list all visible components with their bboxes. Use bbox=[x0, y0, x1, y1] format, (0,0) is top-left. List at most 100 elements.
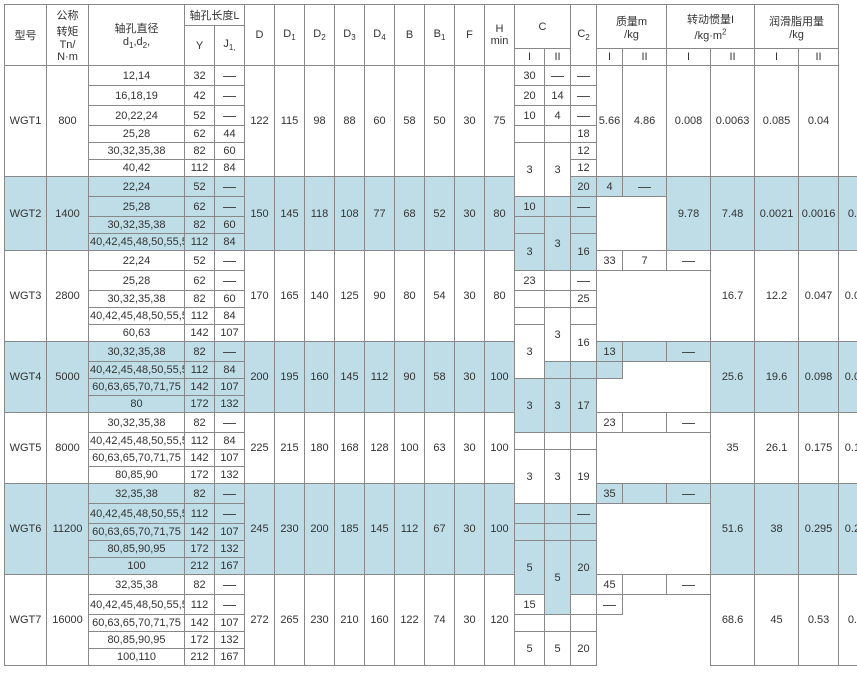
cell: 88 bbox=[335, 66, 365, 177]
cell: 200 bbox=[245, 342, 275, 413]
cell: 52 bbox=[185, 251, 215, 271]
cell: — bbox=[571, 271, 597, 291]
cell: WGT5 bbox=[5, 413, 47, 484]
table-row: WGT61120032,35,3882—24523020018514511267… bbox=[5, 484, 857, 504]
cell: 0.085 bbox=[755, 66, 799, 177]
cell: 40,42,45,48,50,55,56 bbox=[89, 595, 185, 615]
cell: 30 bbox=[455, 251, 485, 342]
cell: 172 bbox=[185, 632, 215, 649]
cell bbox=[545, 524, 571, 541]
cell: 26.1 bbox=[755, 413, 799, 484]
cell: 15 bbox=[515, 595, 545, 615]
cell: 9.78 bbox=[667, 177, 711, 251]
cell: 23 bbox=[597, 413, 623, 433]
cell: 62 bbox=[185, 197, 215, 217]
cell: 30,32,35,38 bbox=[89, 413, 185, 433]
cell bbox=[545, 291, 571, 308]
cell: 63 bbox=[425, 413, 455, 484]
cell: 20 bbox=[571, 177, 597, 197]
cell: 107 bbox=[215, 379, 245, 396]
cell: 145 bbox=[335, 342, 365, 413]
hdr-C-II: II bbox=[545, 49, 571, 66]
cell: 60 bbox=[215, 143, 245, 160]
cell: 0.0063 bbox=[711, 66, 755, 177]
cell bbox=[571, 308, 597, 325]
cell: 77 bbox=[365, 177, 395, 251]
spec-table: 型号 公称 转矩 Tn/ N·m 轴孔直径 d1,d2, 轴孔长度L D D1 … bbox=[4, 4, 857, 666]
cell bbox=[571, 615, 597, 632]
cell: 3 bbox=[545, 143, 571, 197]
cell: 98 bbox=[305, 66, 335, 177]
cell: 35 bbox=[711, 413, 755, 484]
hdr-D1: D1 bbox=[275, 5, 305, 66]
hdr-D3: D3 bbox=[335, 5, 365, 66]
cell: 80 bbox=[485, 177, 515, 251]
cell: 90 bbox=[365, 251, 395, 342]
cell: 108 bbox=[335, 177, 365, 251]
cell: 8000 bbox=[47, 413, 89, 484]
cell: 100 bbox=[89, 558, 185, 575]
cell: 20 bbox=[515, 86, 545, 106]
cell: 30 bbox=[455, 342, 485, 413]
cell: 38 bbox=[755, 484, 799, 575]
cell: 60 bbox=[365, 66, 395, 177]
cell: — bbox=[215, 413, 245, 433]
cell: — bbox=[667, 575, 711, 595]
cell: 82 bbox=[185, 143, 215, 160]
cell bbox=[515, 433, 545, 450]
cell: WGT1 bbox=[5, 66, 47, 177]
cell: 0.295 bbox=[799, 484, 839, 575]
cell: — bbox=[545, 66, 571, 86]
cell: 3 bbox=[545, 217, 571, 271]
table-row: WGT180012,1432—1221159888605850307530——5… bbox=[5, 66, 857, 86]
cell: — bbox=[667, 251, 711, 271]
cell: 40,42 bbox=[89, 160, 185, 177]
cell bbox=[515, 504, 545, 524]
cell bbox=[623, 484, 667, 504]
cell: 22,24 bbox=[89, 177, 185, 197]
cell: 82 bbox=[185, 291, 215, 308]
cell: 112 bbox=[365, 342, 395, 413]
cell: 25,28 bbox=[89, 126, 185, 143]
table-row: WGT71600032,35,3882—27226523021016012274… bbox=[5, 575, 857, 595]
cell bbox=[545, 271, 571, 291]
cell: 0.008 bbox=[667, 66, 711, 177]
cell: — bbox=[215, 504, 245, 524]
cell: 13 bbox=[597, 342, 623, 362]
cell: 82 bbox=[185, 413, 215, 433]
cell: 84 bbox=[215, 308, 245, 325]
cell: 142 bbox=[185, 615, 215, 632]
cell: 120 bbox=[485, 575, 515, 666]
cell: 52 bbox=[185, 177, 215, 197]
cell: 3 bbox=[515, 234, 545, 271]
cell: 68 bbox=[395, 177, 425, 251]
cell: 100 bbox=[485, 342, 515, 413]
cell: 19.6 bbox=[755, 342, 799, 413]
cell: 16000 bbox=[47, 575, 89, 666]
cell: 212 bbox=[185, 558, 215, 575]
cell: 172 bbox=[185, 467, 215, 484]
cell: 62 bbox=[185, 271, 215, 291]
table-row: WGT4500030,32,35,3882—200195160145112905… bbox=[5, 342, 857, 362]
cell: 185 bbox=[335, 484, 365, 575]
cell: WGT2 bbox=[5, 177, 47, 251]
cell: 54 bbox=[425, 251, 455, 342]
cell: 7 bbox=[623, 251, 667, 271]
cell bbox=[597, 362, 623, 379]
cell: 145 bbox=[365, 484, 395, 575]
cell: 195 bbox=[275, 342, 305, 413]
hdr-bore-len: 轴孔长度L bbox=[185, 5, 245, 26]
cell: 132 bbox=[215, 396, 245, 413]
cell: 10 bbox=[515, 106, 545, 126]
cell: 128 bbox=[365, 413, 395, 484]
cell: 142 bbox=[185, 379, 215, 396]
cell: 167 bbox=[215, 649, 245, 666]
hdr-C2: C2 bbox=[571, 5, 597, 66]
table-body: WGT180012,1432—1221159888605850307530——5… bbox=[5, 66, 857, 666]
hdr-mass: 质量m/kg bbox=[597, 5, 667, 49]
hdr-B1: B1 bbox=[425, 5, 455, 66]
hdr-model: 型号 bbox=[5, 5, 47, 66]
cell: 165 bbox=[275, 251, 305, 342]
cell: 75 bbox=[485, 66, 515, 177]
cell: 52 bbox=[185, 106, 215, 126]
